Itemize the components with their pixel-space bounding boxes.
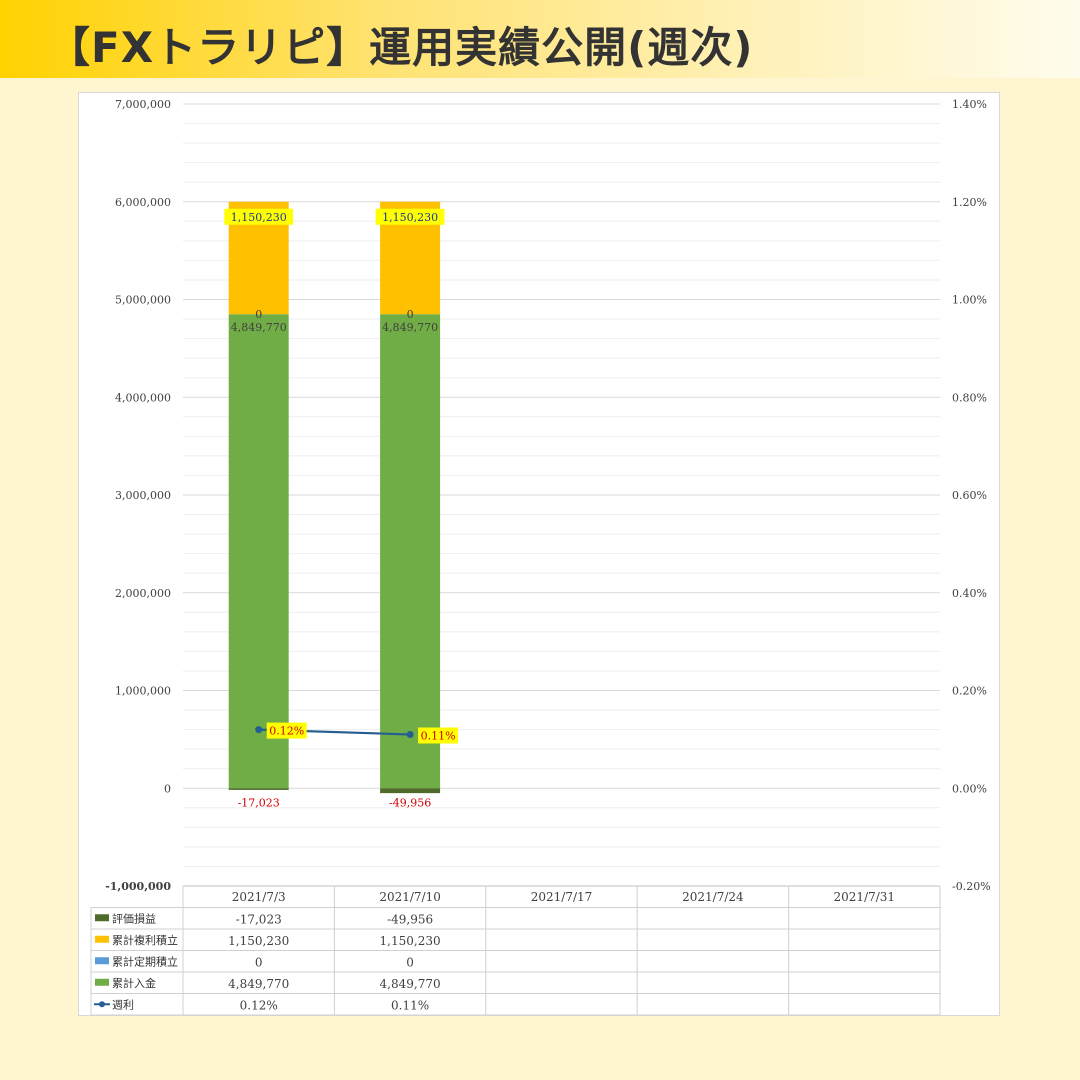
table-cell-value: 4,849,770	[228, 977, 289, 991]
table-cell-value: 0.12%	[240, 998, 278, 1012]
legend-series-name: 累計定期積立	[112, 954, 178, 968]
y-axis-right-tick-label: 0.80%	[952, 391, 987, 404]
line-point-weekly-rate	[406, 730, 414, 738]
x-axis-category-label: 2021/7/24	[682, 890, 744, 904]
data-label-eval: -49,956	[389, 796, 431, 809]
stacked-bar-chart: 7,000,000 6,000,000 5,000,000 4,000,000 3,00…	[90, 98, 991, 1016]
y-axis-left-tick-label: 1,000,000	[115, 685, 171, 698]
legend-key	[95, 978, 109, 986]
y-axis-right-tick-label: 0.40%	[952, 587, 987, 600]
x-axis-category-label: 2021/7/10	[379, 890, 441, 904]
page-title: 【FXトラリピ】運用実績公開(週次)	[48, 23, 754, 72]
legend-series-name: 累計複利積立	[112, 933, 178, 947]
header-banner: 【FXトラリピ】運用実績公開(週次)	[0, 0, 1080, 78]
y-axis-left-tick-label: -1,000,000	[105, 880, 171, 893]
y-axis-right-tick-label: 1.20%	[952, 196, 987, 209]
chart-panel: 7,000,000 6,000,000 5,000,000 4,000,000 3,00…	[78, 92, 1000, 1016]
x-axis-category-label: 2021/7/17	[531, 890, 593, 904]
table-cell-value: 4,849,770	[380, 977, 441, 991]
y-axis-right-tick-label: -0.20%	[952, 880, 991, 893]
data-label-profit-highlight	[224, 208, 294, 225]
y-axis-left-tick-label: 2,000,000	[115, 587, 171, 600]
data-label-weekly-rate-highlight	[266, 722, 307, 739]
legend-key	[95, 914, 109, 922]
bar-segment-eval	[228, 788, 289, 790]
legend-series-name: 累計入金	[112, 976, 156, 990]
y-axis-left-tick-label: 5,000,000	[115, 294, 171, 307]
y-axis-left-tick-label: 0	[164, 782, 171, 795]
y-axis-left-tick-label: 6,000,000	[115, 196, 171, 209]
table-cell-value: -17,023	[236, 912, 282, 926]
data-label-weekly-rate-highlight	[418, 727, 459, 744]
y-axis-right-tick-label: 1.00%	[952, 294, 987, 307]
y-axis-left-tick-label: 3,000,000	[115, 489, 171, 502]
data-label-fixed: 0	[407, 308, 414, 321]
y-axis-right-tick-label: 1.40%	[952, 98, 987, 111]
y-axis-left-tick-label: 4,000,000	[115, 391, 171, 404]
legend-series-name: 週利	[112, 998, 134, 1011]
data-label-profit-highlight	[375, 208, 445, 225]
data-label-profit: 1,150,230	[382, 211, 438, 224]
data-label-weekly-rate: 0.12%	[269, 725, 304, 738]
table-cell-value: 1,150,230	[228, 934, 289, 948]
data-label-deposit: 4,849,770	[231, 321, 287, 334]
table-cell-value: 0.11%	[391, 998, 429, 1012]
y-axis-right-tick-label: 0.00%	[952, 782, 987, 795]
legend-series-name: 評価損益	[112, 911, 156, 925]
table-cell-value: -49,956	[387, 912, 433, 926]
data-label-deposit: 4,849,770	[382, 321, 438, 334]
legend-key	[95, 957, 109, 965]
data-label-eval: -17,023	[238, 796, 280, 809]
bar-segment-deposit	[380, 314, 441, 789]
data-label-fixed: 0	[255, 308, 262, 321]
line-point-weekly-rate	[255, 726, 263, 734]
data-label-profit: 1,150,230	[231, 211, 287, 224]
legend-key	[95, 935, 109, 943]
y-axis-left-tick-label: 7,000,000	[115, 98, 171, 111]
x-axis-category-label: 2021/7/3	[232, 890, 286, 904]
table-cell-value: 1,150,230	[380, 934, 441, 948]
table-cell-value: 0	[406, 955, 414, 969]
bar-segment-eval	[380, 788, 441, 794]
y-axis-right-tick-label: 0.20%	[952, 685, 987, 698]
bar-segment-deposit	[228, 314, 289, 789]
legend-key-marker	[99, 1001, 105, 1008]
data-label-weekly-rate: 0.11%	[421, 729, 456, 742]
x-axis-category-label: 2021/7/31	[834, 890, 896, 904]
y-axis-right-tick-label: 0.60%	[952, 489, 987, 502]
table-cell-value: 0	[255, 955, 263, 969]
